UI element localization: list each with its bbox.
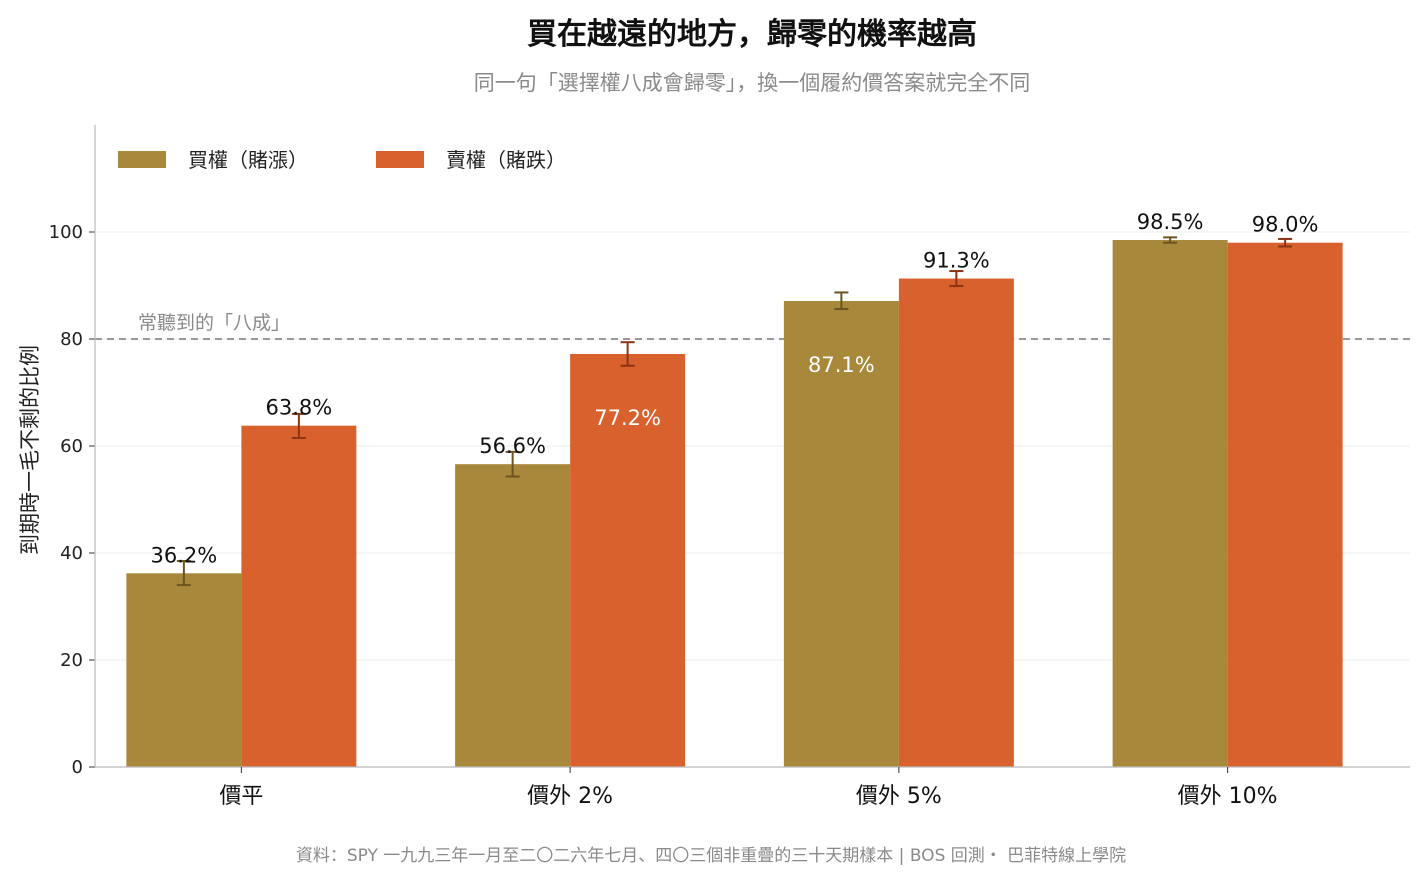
x-tick-label: 價外 2% bbox=[527, 784, 613, 809]
put-bar bbox=[898, 278, 1014, 767]
x-tick-label: 價外 10% bbox=[1178, 784, 1278, 809]
bar-value-label: 98.5% bbox=[1137, 210, 1204, 234]
put-bar bbox=[241, 425, 357, 767]
y-tick-label: 0 bbox=[72, 757, 83, 778]
bar-value-label: 77.2% bbox=[594, 406, 661, 430]
axes: 0 20 40 60 80 100 價平 價外 2% 價外 5% 價外 10% bbox=[49, 125, 1410, 809]
legend-swatch-call bbox=[118, 151, 166, 168]
legend: 買權（賭漲） 賣權（賭跌） bbox=[118, 148, 566, 172]
y-tick-label: 60 bbox=[60, 436, 83, 457]
source-footnote: 資料：SPY 一九九三年一月至二〇二六年七月、四〇三個非重疊的三十天期樣本 | … bbox=[296, 846, 1126, 866]
call-bar bbox=[455, 464, 571, 767]
y-tick-label: 80 bbox=[60, 329, 83, 350]
chart-title: 買在越遠的地方，歸零的機率越高 bbox=[527, 17, 977, 52]
y-tick-label: 20 bbox=[60, 650, 83, 671]
call-bar bbox=[783, 301, 899, 767]
reference-line-label: 常聽到的「八成」 bbox=[138, 312, 290, 334]
y-tick-label: 100 bbox=[49, 222, 83, 243]
bar-value-label: 87.1% bbox=[808, 353, 875, 377]
put-bar bbox=[1227, 242, 1343, 767]
x-tick-label: 價外 5% bbox=[856, 784, 942, 809]
chart-subtitle: 同一句「選擇權八成會歸零」，換一個履約價答案就完全不同 bbox=[474, 71, 1031, 95]
legend-label: 買權（賭漲） bbox=[188, 148, 308, 172]
bar-value-label: 63.8% bbox=[266, 396, 333, 420]
legend-swatch-put bbox=[376, 151, 424, 168]
bar-value-label: 36.2% bbox=[151, 543, 218, 567]
x-tick-label: 價平 bbox=[219, 784, 263, 809]
y-axis-label: 到期時一毛不剩的比例 bbox=[18, 345, 42, 555]
bar-value-label: 91.3% bbox=[923, 249, 990, 273]
y-tick-label: 40 bbox=[60, 543, 83, 564]
bar-value-label: 56.6% bbox=[479, 434, 546, 458]
call-bar bbox=[1112, 240, 1228, 767]
call-bar bbox=[126, 573, 242, 767]
bars: 36.2% 63.8% 56.6% 77.2% 87.1% 91.3% 98.5% 98.0% bbox=[126, 210, 1343, 767]
put-bar bbox=[570, 353, 686, 767]
bar-value-label: 98.0% bbox=[1252, 213, 1319, 237]
legend-label: 賣權（賭跌） bbox=[446, 148, 566, 172]
